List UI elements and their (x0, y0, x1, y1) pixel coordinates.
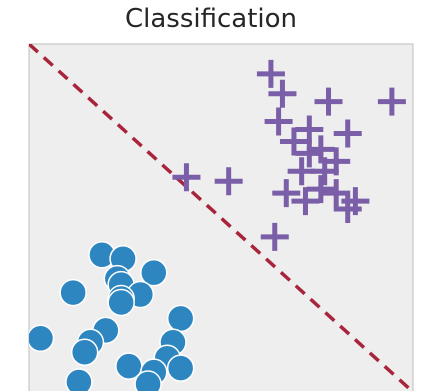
plus-point (333, 119, 362, 148)
plus-point (322, 179, 351, 208)
decision-boundary-line (29, 44, 413, 391)
plus-point (256, 59, 285, 88)
plus-point (314, 87, 343, 116)
circle-point (107, 288, 135, 317)
circle-point (65, 368, 93, 391)
plus-point (172, 163, 201, 192)
plus-point (272, 179, 301, 208)
circle-point (166, 354, 195, 382)
decision-boundary-layer (29, 44, 413, 391)
plus-point (377, 87, 406, 116)
plus-point (264, 107, 293, 136)
plus-point (279, 127, 308, 156)
plus-point (291, 187, 320, 216)
plus-point (260, 222, 289, 251)
plus-point (268, 79, 297, 108)
circle-point (166, 304, 195, 333)
circle-point (134, 370, 162, 391)
plus-point (214, 167, 243, 196)
chart-title: Classification (124, 4, 298, 34)
plus-point (295, 139, 324, 168)
data-points-layer (29, 59, 406, 391)
plus-point (333, 195, 362, 224)
circle-point (29, 324, 55, 353)
circle-point (59, 278, 87, 307)
plus-point (295, 115, 324, 144)
plus-point (310, 157, 339, 186)
circle-point (140, 258, 168, 287)
circle-point (70, 338, 99, 366)
plus-point (306, 175, 335, 204)
